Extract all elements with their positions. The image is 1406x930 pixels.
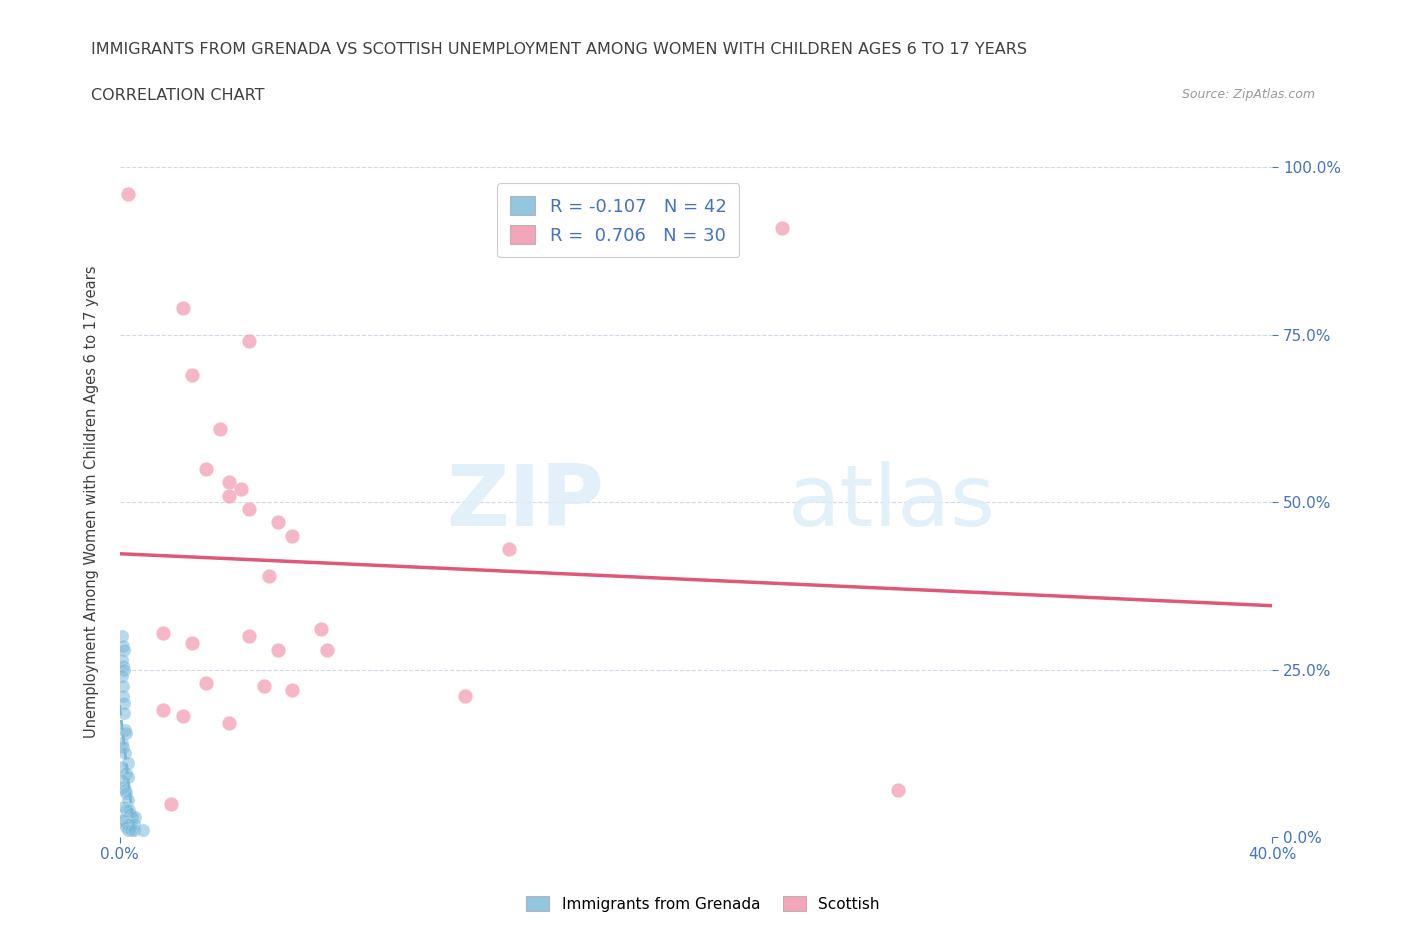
Text: Source: ZipAtlas.com: Source: ZipAtlas.com [1181, 88, 1315, 101]
Point [770, 220, 793, 235]
Point [111, 759, 134, 774]
Point [131, 823, 153, 838]
Point [117, 823, 139, 838]
Text: CORRELATION CHART: CORRELATION CHART [91, 88, 264, 103]
Point [112, 662, 135, 677]
Point [112, 642, 135, 657]
Point [115, 725, 138, 740]
Point [180, 367, 202, 382]
Legend: R = -0.107   N = 42, R =  0.706   N = 30: R = -0.107 N = 42, R = 0.706 N = 30 [498, 183, 740, 258]
Point [172, 300, 194, 315]
Point [194, 675, 217, 690]
Point [115, 817, 138, 831]
Point [152, 702, 174, 717]
Point [194, 461, 217, 476]
Point [124, 809, 146, 824]
Point [118, 803, 141, 817]
Point [115, 819, 138, 834]
Point [281, 683, 304, 698]
Text: IMMIGRANTS FROM GRENADA VS SCOTTISH UNEMPLOYMENT AMONG WOMEN WITH CHILDREN AGES : IMMIGRANTS FROM GRENADA VS SCOTTISH UNEM… [91, 42, 1028, 57]
Point [152, 625, 174, 640]
Point [267, 515, 290, 530]
Point [117, 187, 139, 202]
Point [218, 716, 240, 731]
Point [111, 669, 134, 684]
Point [111, 639, 134, 654]
Point [122, 823, 145, 838]
Point [316, 642, 339, 657]
Point [120, 817, 142, 831]
Point [111, 813, 134, 828]
Text: ZIP: ZIP [446, 460, 603, 544]
Legend: Immigrants from Grenada, Scottish: Immigrants from Grenada, Scottish [520, 889, 886, 918]
Point [238, 334, 260, 349]
Point [115, 786, 138, 801]
Point [238, 501, 260, 516]
Point [112, 813, 135, 828]
Point [111, 652, 134, 667]
Point [117, 817, 139, 831]
Point [229, 482, 252, 497]
Point [454, 689, 477, 704]
Point [112, 696, 135, 711]
Point [122, 817, 145, 831]
Point [114, 746, 136, 761]
Text: atlas: atlas [789, 460, 997, 544]
Point [281, 528, 304, 543]
Point [111, 779, 134, 794]
Point [218, 488, 240, 503]
Point [120, 823, 142, 838]
Point [218, 474, 240, 489]
Point [115, 766, 138, 781]
Point [309, 622, 332, 637]
Point [111, 739, 134, 754]
Point [111, 658, 134, 673]
Point [115, 803, 138, 817]
Point [112, 706, 135, 721]
Point [114, 783, 136, 798]
Point [111, 773, 134, 788]
Point [238, 629, 260, 644]
Y-axis label: Unemployment Among Women with Children Ages 6 to 17 years: Unemployment Among Women with Children A… [84, 266, 98, 738]
Point [117, 756, 139, 771]
Point [117, 769, 139, 784]
Point [259, 568, 281, 583]
Point [180, 635, 202, 650]
Point [160, 796, 183, 811]
Point [111, 736, 134, 751]
Point [209, 421, 232, 436]
Point [120, 806, 142, 821]
Point [112, 800, 135, 815]
Point [112, 689, 135, 704]
Point [498, 541, 520, 556]
Point [267, 642, 290, 657]
Point [117, 792, 139, 807]
Point [111, 679, 134, 694]
Point [111, 629, 134, 644]
Point [121, 809, 143, 824]
Point [253, 679, 276, 694]
Point [172, 709, 194, 724]
Point [886, 783, 908, 798]
Point [114, 723, 136, 737]
